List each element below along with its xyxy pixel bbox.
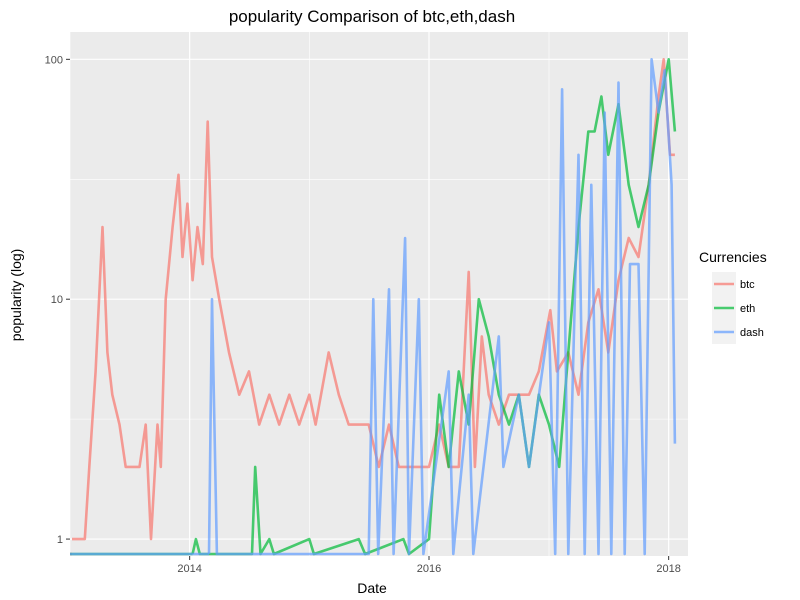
x-tick-label: 2018 (656, 563, 680, 575)
legend-title: Currencies (699, 249, 767, 265)
y-tick-label: 10 (51, 294, 63, 306)
y-tick-label: 100 (45, 54, 63, 66)
series-line-eth (191, 58, 677, 556)
x-tick-label: 2014 (177, 563, 201, 575)
y-axis: 1 10 100 (45, 54, 70, 546)
series-line-dash (207, 58, 677, 556)
y-axis-label: popularity (log) (8, 249, 24, 342)
y-tick-label: 1 (57, 534, 63, 546)
legend: Currencies btc eth dash (699, 249, 767, 344)
series-group (70, 58, 677, 556)
legend-label-btc: btc (740, 279, 755, 291)
x-axis-label: Date (357, 580, 387, 596)
legend-label-eth: eth (740, 303, 755, 315)
chart-title: popularity Comparison of btc,eth,dash (229, 7, 515, 26)
legend-label-dash: dash (740, 327, 764, 339)
x-tick-label: 2016 (417, 563, 441, 575)
x-axis: 2014 2016 2018 (177, 556, 681, 575)
plot-panel (70, 32, 688, 556)
